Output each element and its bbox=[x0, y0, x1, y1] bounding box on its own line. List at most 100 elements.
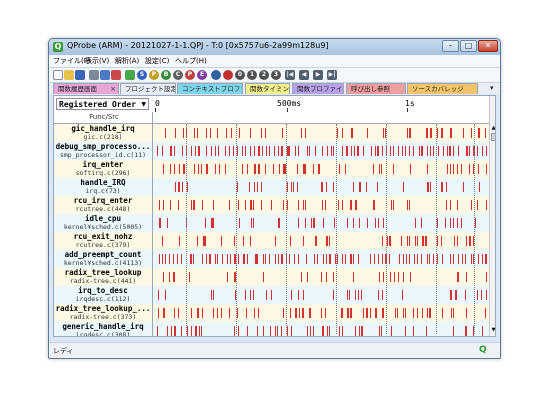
call-mark bbox=[317, 254, 318, 264]
close-button[interactable]: ✕ bbox=[478, 40, 498, 52]
call-mark bbox=[373, 200, 375, 210]
trace-lane[interactable] bbox=[154, 196, 489, 214]
call-mark bbox=[206, 128, 207, 138]
tab-5[interactable]: 呼び出し参照 bbox=[346, 83, 406, 94]
table-row[interactable]: handle_IRQ irq.c(73) bbox=[54, 178, 489, 196]
call-mark bbox=[213, 308, 214, 318]
call-mark bbox=[265, 254, 266, 264]
c-icon[interactable]: C bbox=[173, 70, 183, 80]
scroll-thumb[interactable] bbox=[491, 133, 495, 141]
trace-lane[interactable] bbox=[154, 286, 489, 304]
one-icon[interactable]: 1 bbox=[247, 70, 257, 80]
order-select[interactable]: Registered Order ▼ bbox=[56, 98, 149, 110]
call-mark bbox=[353, 272, 354, 282]
call-mark bbox=[322, 200, 323, 210]
menu-view[interactable]: 表示(V) bbox=[85, 57, 110, 65]
tool-b-icon[interactable] bbox=[111, 70, 121, 80]
call-mark bbox=[395, 308, 396, 318]
call-mark bbox=[342, 254, 343, 264]
row-label: rcu_irq_enter rcutree.c(448) bbox=[54, 196, 152, 214]
print-icon[interactable] bbox=[89, 70, 99, 80]
table-row[interactable]: gic_handle_irq gic.c(218) bbox=[54, 124, 489, 142]
trace-lane[interactable] bbox=[154, 268, 489, 286]
call-mark bbox=[367, 128, 368, 138]
tab-0[interactable]: 関数履歴画面 × bbox=[53, 83, 119, 94]
step-forward-icon[interactable]: ▶ bbox=[313, 70, 323, 80]
call-mark bbox=[377, 182, 378, 192]
b-icon[interactable]: B bbox=[161, 70, 171, 80]
call-mark bbox=[255, 254, 257, 264]
call-mark bbox=[371, 146, 372, 156]
table-row[interactable]: rcu_exit_nohz rcutree.c(379) bbox=[54, 232, 489, 250]
tab-3[interactable]: 関数タイミング bbox=[245, 83, 290, 94]
table-row[interactable]: irq_to_desc irqdesc.c(112) bbox=[54, 286, 489, 304]
call-mark bbox=[171, 326, 172, 336]
trace-lane[interactable] bbox=[154, 322, 489, 336]
call-mark bbox=[298, 290, 299, 300]
call-mark bbox=[403, 254, 404, 264]
trace-lane[interactable] bbox=[154, 142, 489, 160]
open-icon[interactable] bbox=[64, 70, 74, 80]
trace-lane[interactable] bbox=[154, 232, 489, 250]
record-icon[interactable] bbox=[211, 70, 221, 80]
s-icon[interactable]: S bbox=[137, 70, 147, 80]
call-mark bbox=[465, 290, 466, 300]
scroll-down-icon[interactable]: ▼ bbox=[491, 327, 496, 333]
trace-lane[interactable] bbox=[154, 124, 489, 142]
menu-bar: ファイル(F) 表示(V) 解析(A) 設定(C) ヘルプ(H) bbox=[49, 55, 500, 68]
call-mark bbox=[202, 308, 203, 318]
two-icon[interactable]: 2 bbox=[259, 70, 269, 80]
p-icon[interactable]: P bbox=[149, 70, 159, 80]
tab-1[interactable]: プロジェクト設定 bbox=[120, 83, 176, 94]
call-mark bbox=[471, 200, 472, 210]
trace-lane[interactable] bbox=[154, 304, 489, 322]
table-row[interactable]: rcu_irq_enter rcutree.c(448) bbox=[54, 196, 489, 214]
pin-icon[interactable]: ▾ bbox=[490, 84, 494, 92]
skip-end-icon[interactable]: ▶| bbox=[327, 70, 337, 80]
vertical-scrollbar[interactable]: ▲ ▼ bbox=[489, 96, 496, 336]
call-mark bbox=[337, 254, 338, 264]
tab-close-icon[interactable]: × bbox=[110, 85, 116, 93]
tab-4[interactable]: 関数プロファイル bbox=[292, 83, 344, 94]
step-back-icon[interactable]: ◀ bbox=[299, 70, 309, 80]
call-mark bbox=[209, 254, 211, 264]
zero-icon[interactable]: 0 bbox=[235, 70, 245, 80]
trace-lane[interactable] bbox=[154, 214, 489, 232]
maximize-button[interactable]: □ bbox=[460, 40, 477, 52]
three-icon[interactable]: 3 bbox=[271, 70, 281, 80]
trace-lane[interactable] bbox=[154, 250, 489, 268]
menu-help[interactable]: ヘルプ(H) bbox=[175, 57, 207, 65]
table-row[interactable]: idle_cpu kernel¥sched.c(5005) bbox=[54, 214, 489, 232]
call-mark bbox=[403, 308, 404, 318]
source-location: radix-tree.c(373) bbox=[69, 313, 137, 321]
menu-settings[interactable]: 設定(C) bbox=[145, 57, 170, 65]
table-row[interactable]: irq_enter softirq.c(296) bbox=[54, 160, 489, 178]
call-mark bbox=[181, 254, 182, 264]
save-icon[interactable] bbox=[75, 70, 85, 80]
tab-6[interactable]: ソースカバレッジ bbox=[407, 83, 478, 94]
tool-a-icon[interactable] bbox=[100, 70, 110, 80]
tab-bar: ▾ 関数履歴画面 × プロジェクト設定コンテキストプロファイル関数タイミング関数プロ… bbox=[49, 83, 500, 94]
menu-analyze[interactable]: 解析(A) bbox=[115, 57, 140, 65]
p2-icon[interactable]: P bbox=[185, 70, 195, 80]
menu-file[interactable]: ファイル(F) bbox=[53, 57, 91, 65]
table-row[interactable]: add_preempt_count kernel¥sched.c(4113) bbox=[54, 250, 489, 268]
new-icon[interactable] bbox=[53, 70, 63, 80]
table-row[interactable]: generic_handle_irq irqdesc.c(308) bbox=[54, 322, 489, 336]
e-icon[interactable]: E bbox=[197, 70, 207, 80]
trace-lane[interactable] bbox=[154, 160, 489, 178]
table-row[interactable]: radix_tree_lookup_... radix-tree.c(373) bbox=[54, 304, 489, 322]
stop-icon[interactable] bbox=[223, 70, 233, 80]
call-mark bbox=[453, 218, 454, 228]
minimize-button[interactable]: – bbox=[442, 40, 459, 52]
trace-lane[interactable] bbox=[154, 178, 489, 196]
tool-c-icon[interactable] bbox=[125, 70, 135, 80]
call-mark bbox=[221, 308, 222, 318]
scroll-up-icon[interactable]: ▲ bbox=[491, 125, 496, 131]
table-row[interactable]: debug_smp_processo... smp_processor_id.c(… bbox=[54, 142, 489, 160]
app-icon: Q bbox=[53, 42, 63, 52]
row-label: radix_tree_lookup_... radix-tree.c(373) bbox=[54, 304, 152, 322]
table-row[interactable]: radix_tree_lookup radix-tree.c(441) bbox=[54, 268, 489, 286]
skip-start-icon[interactable]: |◀ bbox=[285, 70, 295, 80]
tab-2[interactable]: コンテキストプロファイル bbox=[177, 83, 243, 94]
